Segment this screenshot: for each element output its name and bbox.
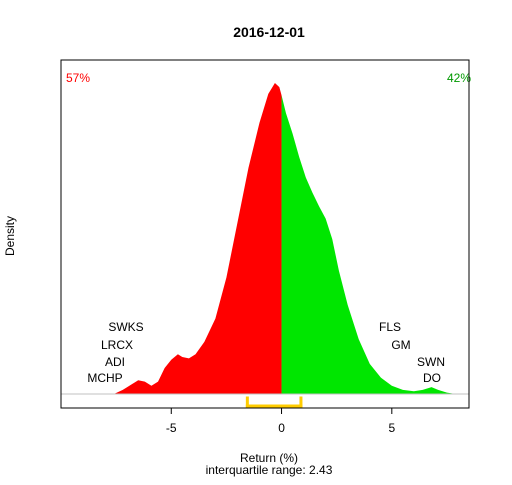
x-axis-label: Return (%) — [240, 451, 298, 465]
y-axis-label: Density — [3, 216, 17, 256]
right-share-label: 42% — [447, 71, 471, 85]
right-tail-ticker: SWN — [417, 355, 445, 369]
right-tail-ticker: DO — [423, 371, 441, 385]
negative-return-area — [113, 82, 282, 395]
left-tail-ticker: ADI — [105, 355, 125, 369]
positive-return-area — [281, 95, 456, 394]
chart-subtitle: interquartile range: 2.43 — [206, 463, 333, 477]
x-tick-label-1: 0 — [278, 421, 285, 435]
left-tail-ticker: MCHP — [87, 371, 122, 385]
x-tick-label-0: -5 — [166, 421, 177, 435]
right-tail-tickers: FLS GM SWN DO — [379, 320, 445, 385]
x-axis-ticks: -5 0 5 — [166, 408, 395, 435]
x-tick-label-2: 5 — [388, 421, 395, 435]
iqr-marker — [245, 396, 303, 408]
right-tail-ticker: GM — [391, 338, 410, 352]
left-tail-ticker: LRCX — [101, 338, 133, 352]
left-tail-tickers: SWKS LRCX ADI MCHP — [87, 320, 143, 385]
density-areas — [113, 82, 456, 395]
plot-frame — [60, 59, 470, 409]
chart-title: 2016-12-01 — [233, 24, 305, 40]
left-tail-ticker: SWKS — [108, 320, 143, 334]
left-share-label: 57% — [66, 71, 90, 85]
right-tail-ticker: FLS — [379, 320, 401, 334]
